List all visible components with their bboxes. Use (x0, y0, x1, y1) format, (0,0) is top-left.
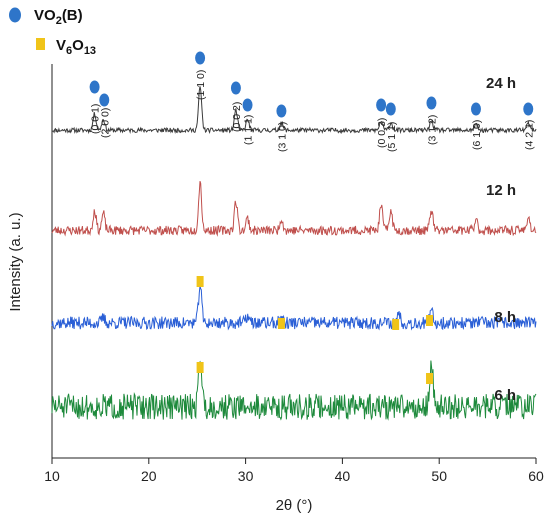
x-tick-label: 20 (141, 468, 157, 484)
y-axis-title: Intensity (a. u.) (7, 212, 24, 311)
v6o13-marker-icon (36, 38, 45, 50)
vo2b-peak-marker (426, 96, 437, 110)
vo2b-peak-marker (385, 102, 396, 116)
hkl-label: (0 0 3) (376, 118, 388, 148)
time-labels: 24 h 12 h 8 h 6 h (486, 75, 516, 404)
hkl-labels: (0 0 1)(2 0 0) (1 1 0) (0 0 2) (1 1 1) (3 1 … (90, 70, 536, 152)
x-tick-label: 50 (431, 468, 447, 484)
x-tick-label: 40 (335, 468, 351, 484)
hkl-label: (1 1 1) (243, 115, 255, 145)
vo2b-peak-marker (89, 80, 100, 94)
vo2b-marker-icon (9, 7, 21, 23)
vo2b-peak-marker (195, 51, 206, 65)
legend-label-vo2b: VO2(B) (34, 7, 83, 27)
legend: VO2(B) V6O13 (9, 7, 96, 57)
series-label-24h: 24 h (486, 75, 516, 92)
vo2b-peak-marker (523, 102, 534, 116)
series-line-8h (51, 285, 537, 331)
series-line-24h (51, 86, 537, 135)
hkl-label: (1 1 0) (195, 70, 207, 100)
hkl-label: (3 1 2) (426, 115, 438, 145)
vo2b-peak-marker (276, 104, 287, 118)
series-layer (51, 86, 537, 421)
hkl-label: (6 1 0) (471, 120, 483, 150)
v6o13-peak-marker (426, 373, 434, 384)
series-line-12h (51, 181, 537, 237)
markers-layer (89, 51, 534, 384)
series-label-12h: 12 h (486, 182, 516, 199)
v6o13-peak-marker (426, 315, 434, 326)
x-axis-title: 2θ (°) (276, 497, 313, 514)
hkl-label: (4 2 1) (523, 120, 535, 150)
series-label-6h: 6 h (494, 387, 516, 404)
legend-label-v6o13: V6O13 (56, 37, 96, 57)
series-line-6h (51, 360, 537, 421)
vo2b-peak-marker (99, 93, 110, 107)
v6o13-peak-marker (277, 318, 285, 329)
x-tick-label: 10 (44, 468, 60, 484)
v6o13-peak-marker (196, 362, 204, 373)
vo2b-peak-marker (376, 98, 387, 112)
legend-entry-vo2b: VO2(B) (9, 7, 83, 27)
x-ticks: 10 20 30 40 50 60 (44, 458, 544, 484)
x-tick-label: 60 (528, 468, 544, 484)
hkl-label: (2 0 0) (99, 108, 111, 138)
vo2b-peak-marker (242, 98, 253, 112)
vo2b-peak-marker (230, 81, 241, 95)
hkl-label: (5 1 1) (386, 122, 398, 152)
vo2b-peak-marker (470, 102, 481, 116)
hkl-label: (0 0 1) (90, 104, 102, 134)
hkl-label: (0 0 2) (231, 102, 243, 132)
v6o13-peak-marker (392, 319, 400, 330)
legend-entry-v6o13: V6O13 (36, 37, 96, 57)
series-label-8h: 8 h (494, 309, 516, 326)
hkl-label: (3 1 0) (276, 122, 288, 152)
x-tick-label: 30 (238, 468, 254, 484)
v6o13-peak-marker (196, 276, 204, 287)
